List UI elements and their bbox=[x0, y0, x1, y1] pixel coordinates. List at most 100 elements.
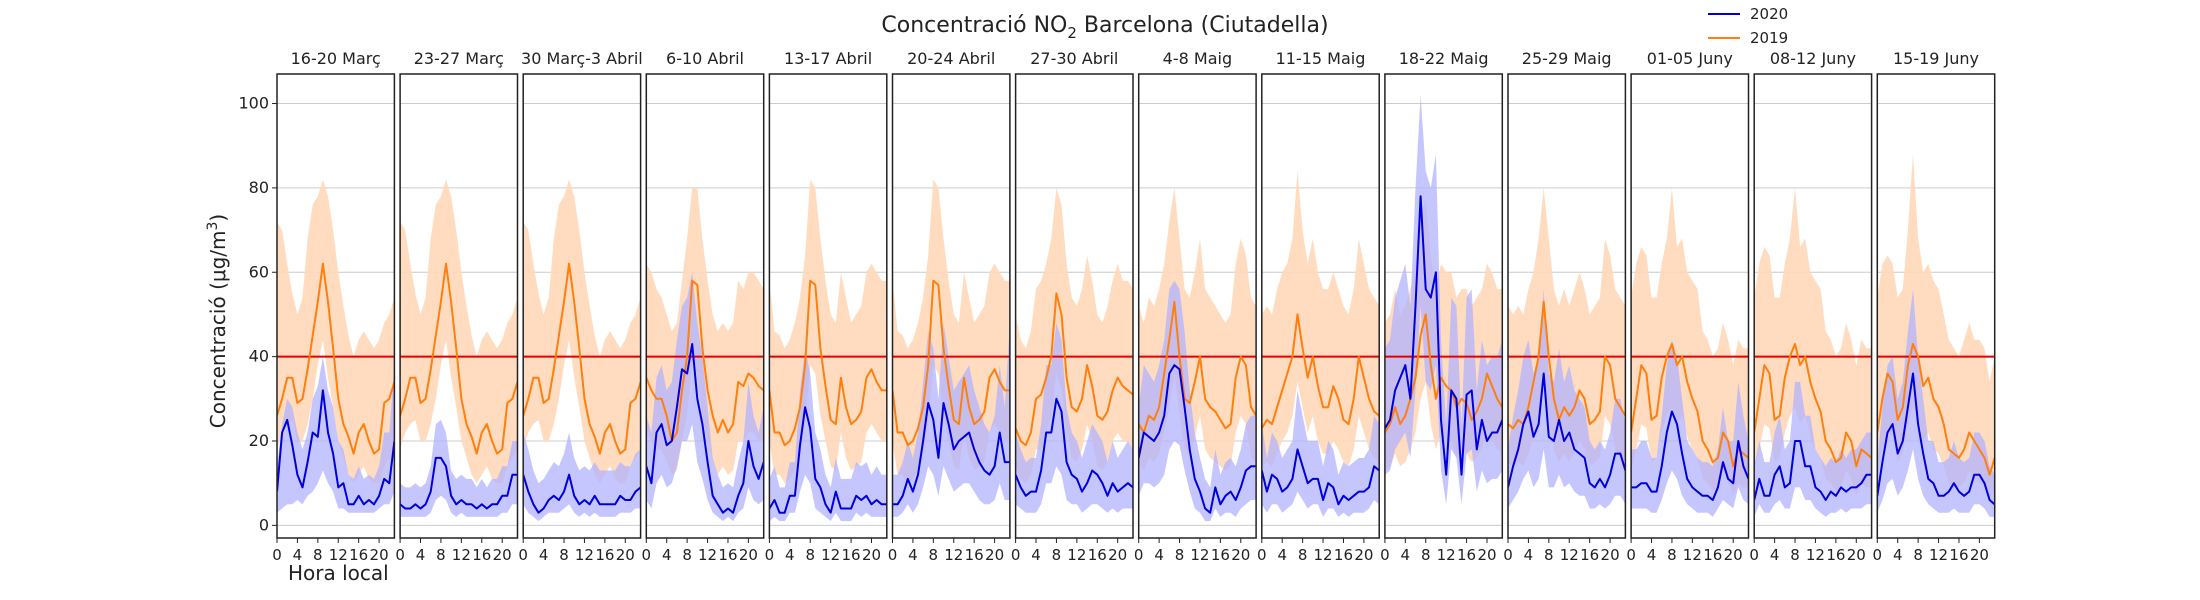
legend-label-2020: 2020 bbox=[1750, 5, 1788, 23]
x-tick-label: 8 bbox=[1667, 546, 1677, 564]
panel-7: 4-8 Maig 0 4 8 12 16 20 bbox=[1134, 49, 1257, 564]
band-2020 bbox=[1508, 289, 1626, 509]
x-tick-label: 0 bbox=[1503, 546, 1513, 564]
x-tick-label: 0 bbox=[395, 546, 405, 564]
panel-frame bbox=[399, 73, 519, 539]
x-tick-label: 8 bbox=[1790, 546, 1800, 564]
series-line-2019 bbox=[892, 279, 1010, 447]
panel-0: 16-20 Març 0 4 8 12 16 20 bbox=[272, 49, 396, 564]
x-tick-label: 16 bbox=[842, 546, 861, 564]
panel-plot-area bbox=[1877, 103, 1995, 526]
panel-plot-area bbox=[892, 103, 1010, 526]
panel-12: 08-12 Juny 0 4 8 12 16 20 bbox=[1749, 49, 1873, 564]
series-line-2019 bbox=[277, 262, 395, 455]
x-tick-label: 12 bbox=[1314, 546, 1333, 564]
y-tick-label: 0 bbox=[259, 515, 269, 534]
panel-plot-area bbox=[1754, 103, 1872, 526]
panel-frame bbox=[276, 73, 396, 539]
series-line-2020 bbox=[646, 343, 764, 514]
x-tick-label: 12 bbox=[1560, 546, 1579, 564]
y-tick-label: 60 bbox=[249, 262, 269, 281]
panel-title: 27-30 Abril bbox=[1030, 49, 1118, 68]
series-line-2020 bbox=[1508, 372, 1626, 489]
band-2020 bbox=[523, 432, 641, 522]
panel-plot-area bbox=[1384, 95, 1503, 526]
x-tick-label: 4 bbox=[416, 546, 426, 564]
x-tick-label: 8 bbox=[1421, 546, 1431, 564]
x-tick-label: 0 bbox=[765, 546, 775, 564]
series-line-2019 bbox=[1877, 343, 1995, 476]
series-line-2020 bbox=[1384, 195, 1503, 476]
series-line-2019 bbox=[769, 279, 887, 447]
panel-plot-area bbox=[400, 103, 518, 526]
panel-title: 6-10 Abril bbox=[666, 49, 744, 68]
x-tick-label: 8 bbox=[559, 546, 569, 564]
series-line-2020 bbox=[1138, 364, 1257, 514]
x-tick-label: 16 bbox=[1211, 546, 1230, 564]
x-tick-label: 4 bbox=[1524, 546, 1534, 564]
panel-title: 25-29 Maig bbox=[1522, 49, 1612, 68]
x-tick-label: 12 bbox=[944, 546, 963, 564]
x-tick-label: 20 bbox=[1108, 546, 1127, 564]
panel-plot-area bbox=[769, 103, 887, 526]
series-line-2020 bbox=[1877, 372, 1995, 506]
x-tick-label: 16 bbox=[1826, 546, 1845, 564]
panel-title: 11-15 Maig bbox=[1276, 49, 1366, 68]
series-line-2020 bbox=[400, 456, 518, 510]
panel-frame bbox=[1014, 73, 1134, 539]
y-tick-label: 40 bbox=[249, 347, 269, 366]
x-tick-label: 8 bbox=[1298, 546, 1308, 564]
x-tick-label: 20 bbox=[1847, 546, 1866, 564]
band-2020 bbox=[1261, 390, 1380, 517]
panel-plot-area bbox=[523, 103, 641, 526]
x-tick-label: 4 bbox=[293, 546, 303, 564]
x-tick-label: 4 bbox=[662, 546, 672, 564]
x-tick-label: 4 bbox=[1031, 546, 1041, 564]
x-tick-label: 16 bbox=[1580, 546, 1599, 564]
x-tick-label: 4 bbox=[1770, 546, 1780, 564]
panel-plot-area bbox=[1138, 103, 1257, 526]
x-tick-label: 12 bbox=[1190, 546, 1209, 564]
band-2019 bbox=[523, 179, 641, 484]
series-line-2019 bbox=[1754, 343, 1872, 468]
panel-1: 23-27 Març 0 4 8 12 16 20 bbox=[395, 49, 519, 564]
panel-10: 25-29 Maig 0 4 8 12 16 20 bbox=[1503, 49, 1627, 564]
x-tick-label: 8 bbox=[1544, 546, 1554, 564]
x-tick-label: 12 bbox=[452, 546, 471, 564]
y-tick-label: 20 bbox=[249, 431, 269, 450]
x-tick-label: 12 bbox=[1929, 546, 1948, 564]
x-tick-label: 8 bbox=[436, 546, 446, 564]
series-line-2020 bbox=[1754, 440, 1872, 501]
x-tick-label: 16 bbox=[1703, 546, 1722, 564]
x-tick-label: 16 bbox=[965, 546, 984, 564]
x-tick-label: 8 bbox=[1913, 546, 1923, 564]
x-tick-label: 8 bbox=[313, 546, 323, 564]
x-tick-label: 4 bbox=[1277, 546, 1287, 564]
panel-title: 16-20 Març bbox=[291, 49, 381, 68]
x-tick-label: 0 bbox=[642, 546, 652, 564]
x-tick-label: 16 bbox=[1949, 546, 1968, 564]
legend-label-2019: 2019 bbox=[1750, 29, 1788, 47]
x-tick-label: 20 bbox=[1970, 546, 1989, 564]
series-line-2019 bbox=[1508, 300, 1626, 430]
panel-frame bbox=[1630, 73, 1750, 539]
x-tick-label: 0 bbox=[272, 546, 282, 564]
x-tick-label: 16 bbox=[595, 546, 614, 564]
x-tick-label: 12 bbox=[329, 546, 348, 564]
series-line-2019 bbox=[523, 262, 641, 455]
panel-title: 13-17 Abril bbox=[784, 49, 872, 68]
band-2019 bbox=[1754, 187, 1872, 496]
x-tick-label: 12 bbox=[698, 546, 717, 564]
x-tick-label: 0 bbox=[1134, 546, 1144, 564]
band-2019 bbox=[400, 179, 518, 484]
x-tick-label: 8 bbox=[805, 546, 815, 564]
x-tick-label: 20 bbox=[1724, 546, 1743, 564]
x-tick-label: 4 bbox=[908, 546, 918, 564]
x-tick-label: 4 bbox=[539, 546, 549, 564]
series-line-2019 bbox=[646, 279, 764, 442]
panel-8: 11-15 Maig 0 4 8 12 16 20 bbox=[1257, 49, 1380, 564]
band-2019 bbox=[1261, 171, 1380, 467]
panel-6: 27-30 Abril 0 4 8 12 16 20 bbox=[1011, 49, 1134, 564]
